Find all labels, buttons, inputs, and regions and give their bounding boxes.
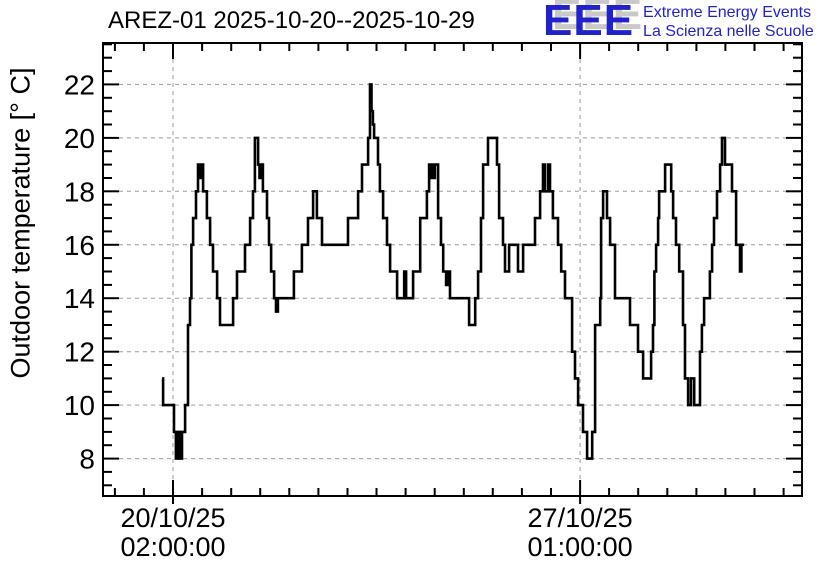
svg-text:01:00:00: 01:00:00 (528, 532, 633, 562)
eee-logo-letters: EEE EEE (543, 0, 642, 43)
eee-logo-text: Extreme Energy Events La Scienza nelle S… (643, 1, 814, 41)
chart-title: AREZ-01 2025-10-20--2025-10-29 (108, 7, 475, 34)
svg-text:16: 16 (64, 230, 95, 261)
svg-text:22: 22 (64, 69, 95, 100)
eee-logo-line1: Extreme Energy Events (643, 4, 812, 21)
y-tick-labels: 8 10 12 14 16 18 20 22 (64, 69, 95, 474)
svg-text:02:00:00: 02:00:00 (120, 532, 225, 562)
gridlines (103, 43, 802, 496)
svg-text:20: 20 (64, 123, 95, 154)
eee-logo: EEE EEE Extreme Energy Events La Scienza… (543, 0, 814, 43)
eee-logo-shadow: EEE (552, 0, 644, 39)
svg-text:18: 18 (64, 176, 95, 207)
svg-text:27/10/25: 27/10/25 (528, 503, 633, 533)
svg-text:12: 12 (64, 337, 95, 368)
axis-ticks (103, 43, 802, 504)
svg-text:8: 8 (79, 444, 95, 475)
svg-text:10: 10 (64, 390, 95, 421)
eee-logo-line2: La Scienza nelle Scuole (643, 23, 814, 40)
svg-text:14: 14 (64, 283, 95, 314)
temperature-curve (161, 83, 745, 460)
svg-text:20/10/25: 20/10/25 (120, 503, 225, 533)
eee-logo-main: EEE (543, 0, 635, 45)
plot-frame (102, 42, 803, 497)
